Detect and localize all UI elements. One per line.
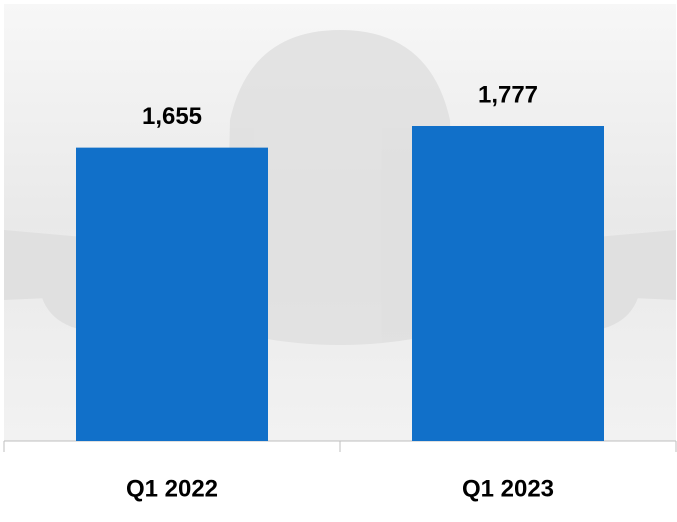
x-tick-label: Q1 2023 [462, 475, 554, 502]
value-label: 1,777 [478, 81, 538, 108]
x-tick-label: Q1 2022 [126, 475, 218, 502]
bar [412, 126, 604, 441]
bar [76, 147, 268, 441]
value-label: 1,655 [142, 103, 202, 130]
